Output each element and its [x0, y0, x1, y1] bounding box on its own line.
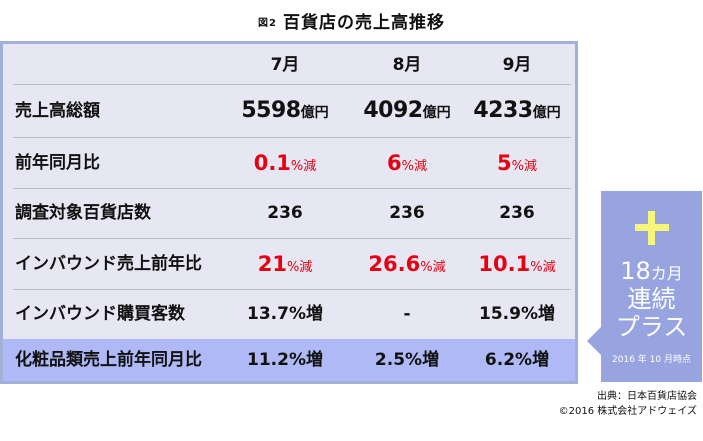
table-cell: 6%減	[387, 151, 427, 175]
table-cell: 10.1%減	[478, 252, 556, 276]
table-cell: 26.6%減	[368, 252, 446, 276]
source-credit: 出典：日本百貨店協会 ©2016 株式会社アドウェイズ	[559, 389, 697, 419]
callout-pointer	[587, 327, 601, 355]
table-cell: 5598億円	[241, 98, 329, 123]
table-row-highlighted: 化粧品類売上前年同月比 11.2%増 2.5%増 6.2%増	[3, 339, 575, 381]
table-cell: 236	[499, 203, 535, 223]
sales-table: 7月 8月 9月 売上高総額 5598億円 4092億円 4233億円 前年同月…	[0, 41, 578, 384]
table-row: インバウンド売上前年比 21%減 26.6%減 10.1%減	[3, 240, 575, 288]
row-label: 調査対象百貨店数	[15, 203, 151, 223]
source-line: 出典：日本百貨店協会	[597, 391, 697, 402]
row-label: 前年同月比	[15, 153, 100, 173]
column-header: 7月	[270, 55, 300, 75]
table-cell: 2.5%増	[374, 350, 440, 370]
table-row: 調査対象百貨店数 236 236 236	[3, 189, 575, 237]
divider	[13, 188, 571, 189]
row-label: インバウンド購買客数	[15, 304, 185, 324]
streak-callout: 18カ月 連続 プラス 2016 年 10 月時点	[587, 191, 702, 382]
table-header-row: 7月 8月 9月	[3, 44, 575, 84]
table-row: 売上高総額 5598億円 4092億円 4233億円	[3, 87, 575, 135]
table-cell: 236	[267, 203, 303, 223]
divider	[13, 84, 571, 85]
divider	[13, 289, 571, 290]
figure-title: 図2 百貨店の売上高推移	[0, 8, 703, 33]
divider	[13, 137, 571, 138]
table-cell: 13.7%増	[247, 304, 323, 324]
divider	[13, 238, 571, 239]
plus-icon	[635, 211, 669, 245]
callout-months: 18カ月	[620, 257, 683, 285]
table-cell: 11.2%増	[247, 350, 323, 370]
table-cell: 5%減	[497, 151, 537, 175]
column-header: 9月	[502, 55, 532, 75]
title-text: 百貨店の売上高推移	[282, 13, 445, 33]
table-cell: 4092億円	[363, 98, 451, 123]
table-cell: 21%減	[257, 252, 313, 276]
table-cell: 15.9%増	[479, 304, 555, 324]
table-row: 前年同月比 0.1%減 6%減 5%減	[3, 139, 575, 187]
table-row: インバウンド購買客数 13.7%増 - 15.9%増	[3, 290, 575, 338]
table-cell: 6.2%増	[484, 350, 550, 370]
figure-label: 図2	[258, 18, 277, 29]
table-cell: 4233億円	[473, 98, 561, 123]
callout-consecutive: 連続	[627, 285, 676, 313]
row-label: 化粧品類売上前年同月比	[15, 350, 202, 370]
row-label: 売上高総額	[15, 101, 100, 121]
callout-plus-text: プラス	[615, 313, 688, 341]
column-header: 8月	[392, 55, 422, 75]
table-cell: -	[403, 304, 411, 324]
copyright-line: ©2016 株式会社アドウェイズ	[558, 406, 697, 417]
table-cell: 0.1%減	[253, 151, 317, 175]
table-cell: 236	[389, 203, 425, 223]
row-label: インバウンド売上前年比	[15, 254, 202, 274]
callout-as-of: 2016 年 10 月時点	[612, 355, 691, 365]
